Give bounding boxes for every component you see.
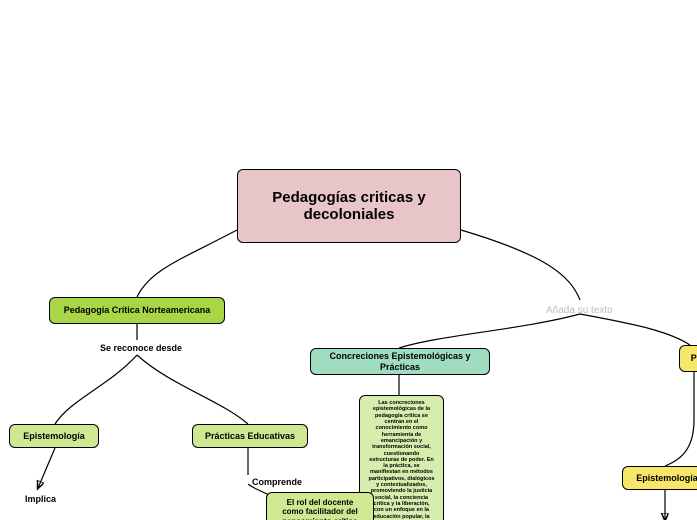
node-epist-right[interactable]: Epistemología [622, 466, 697, 490]
node-epist-left-text: Epistemología [23, 431, 85, 441]
node-ped-norte[interactable]: Pedagogía Crítica Norteamericana [49, 297, 225, 324]
label-se-reconoce: Se reconoce desde [100, 343, 182, 353]
edges-layer [0, 0, 697, 520]
diagram-canvas: Pedagogías criticas y decoloniales Pedag… [0, 0, 697, 520]
label-implica: Implica [25, 494, 56, 504]
node-root[interactable]: Pedagogías criticas y decoloniales [237, 169, 461, 243]
node-rol-docente-text: El rol del docente como facilitador del … [275, 498, 365, 520]
node-ped-norte-text: Pedagogía Crítica Norteamericana [64, 305, 211, 315]
node-root-text: Pedagogías criticas y decoloniales [246, 189, 452, 224]
node-epist-right-text: Epistemología [636, 473, 697, 483]
node-practicas-text: Prácticas Educativas [205, 431, 295, 441]
label-anada[interactable]: Añada su texto [546, 305, 613, 316]
node-concreciones[interactable]: Concreciones Epistemológicas y Prácticas [310, 348, 490, 375]
node-epist-left[interactable]: Epistemología [9, 424, 99, 448]
node-rol-docente[interactable]: El rol del docente como facilitador del … [266, 492, 374, 520]
label-comprende: Comprende [252, 477, 302, 487]
node-concreciones-text: Concreciones Epistemológicas y Prácticas [319, 351, 481, 372]
node-practicas[interactable]: Prácticas Educativas [192, 424, 308, 448]
node-ped-right[interactable]: Ped [679, 345, 697, 372]
node-ped-right-text: Ped [691, 353, 697, 363]
node-concreciones-text-block-text: Las concreciones epistemológicas de la p… [368, 400, 435, 520]
